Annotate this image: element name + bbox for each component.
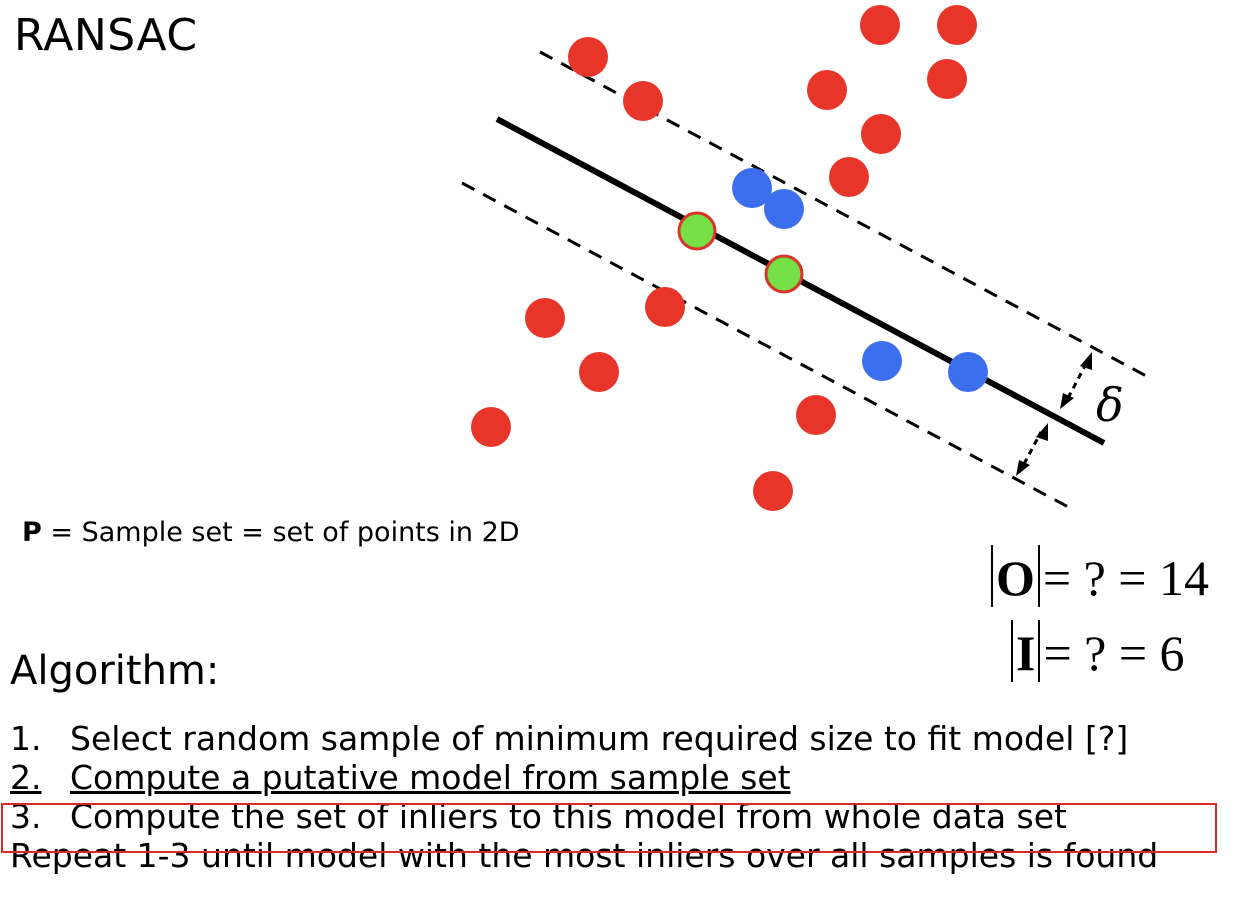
- outlier-point: [525, 298, 565, 338]
- step-number: 2.: [10, 758, 42, 797]
- outlier-point: [471, 407, 511, 447]
- outlier-point: [579, 352, 619, 392]
- page-title: RANSAC: [14, 10, 198, 61]
- outlier-point: [645, 287, 685, 327]
- inlier-points: [732, 168, 988, 392]
- inlier-point: [732, 168, 772, 208]
- inlier-count: = ? = 6: [1043, 625, 1185, 681]
- threshold-delta-label: δ: [1096, 378, 1124, 432]
- lower-threshold-line: [461, 181, 1073, 511]
- step-text: Select random sample of minimum required…: [70, 719, 1129, 758]
- outlier-point: [753, 471, 793, 511]
- repeat-line: Repeat 1-3 until model with the most inl…: [10, 836, 1159, 875]
- sample-set-symbol: P: [22, 517, 42, 548]
- sample-point: [677, 211, 717, 251]
- outlier-point: [623, 81, 663, 121]
- step-3-highlight-box: [1, 803, 1217, 853]
- inlier-point: [862, 341, 902, 381]
- inlier-point: [764, 189, 804, 229]
- algorithm-step: 2. Compute a putative model from sample s…: [10, 758, 1158, 797]
- outlier-point: [807, 70, 847, 110]
- outlier-count-equation: O = ? = 14: [988, 545, 1209, 607]
- delta-arrowheads: [1016, 352, 1092, 476]
- outlier-points: [471, 5, 977, 511]
- sample-points: [677, 211, 804, 294]
- inlier-count-equation: I = ? = 6: [1008, 620, 1185, 682]
- algorithm-heading: Algorithm:: [10, 648, 220, 694]
- outlier-point: [829, 157, 869, 197]
- sample-set-text: = Sample set = set of points in 2D: [41, 517, 520, 548]
- inlier-point: [948, 352, 988, 392]
- outlier-symbol: O: [996, 550, 1035, 606]
- sample-point: [764, 254, 804, 294]
- outlier-point: [927, 59, 967, 99]
- step-text: Compute a putative model from sample set: [70, 758, 791, 797]
- step-number: 1.: [10, 719, 42, 758]
- sample-set-definition: P = Sample set = set of points in 2D: [22, 517, 520, 548]
- outlier-point: [860, 5, 900, 45]
- inlier-symbol: I: [1016, 625, 1036, 681]
- outlier-point: [861, 114, 901, 154]
- outlier-point: [796, 395, 836, 435]
- outlier-point: [568, 37, 608, 77]
- upper-threshold-line: [539, 50, 1151, 380]
- outlier-point: [937, 5, 977, 45]
- algorithm-step: 1. Select random sample of minimum requir…: [10, 719, 1158, 758]
- outlier-count: = ? = 14: [1042, 550, 1209, 606]
